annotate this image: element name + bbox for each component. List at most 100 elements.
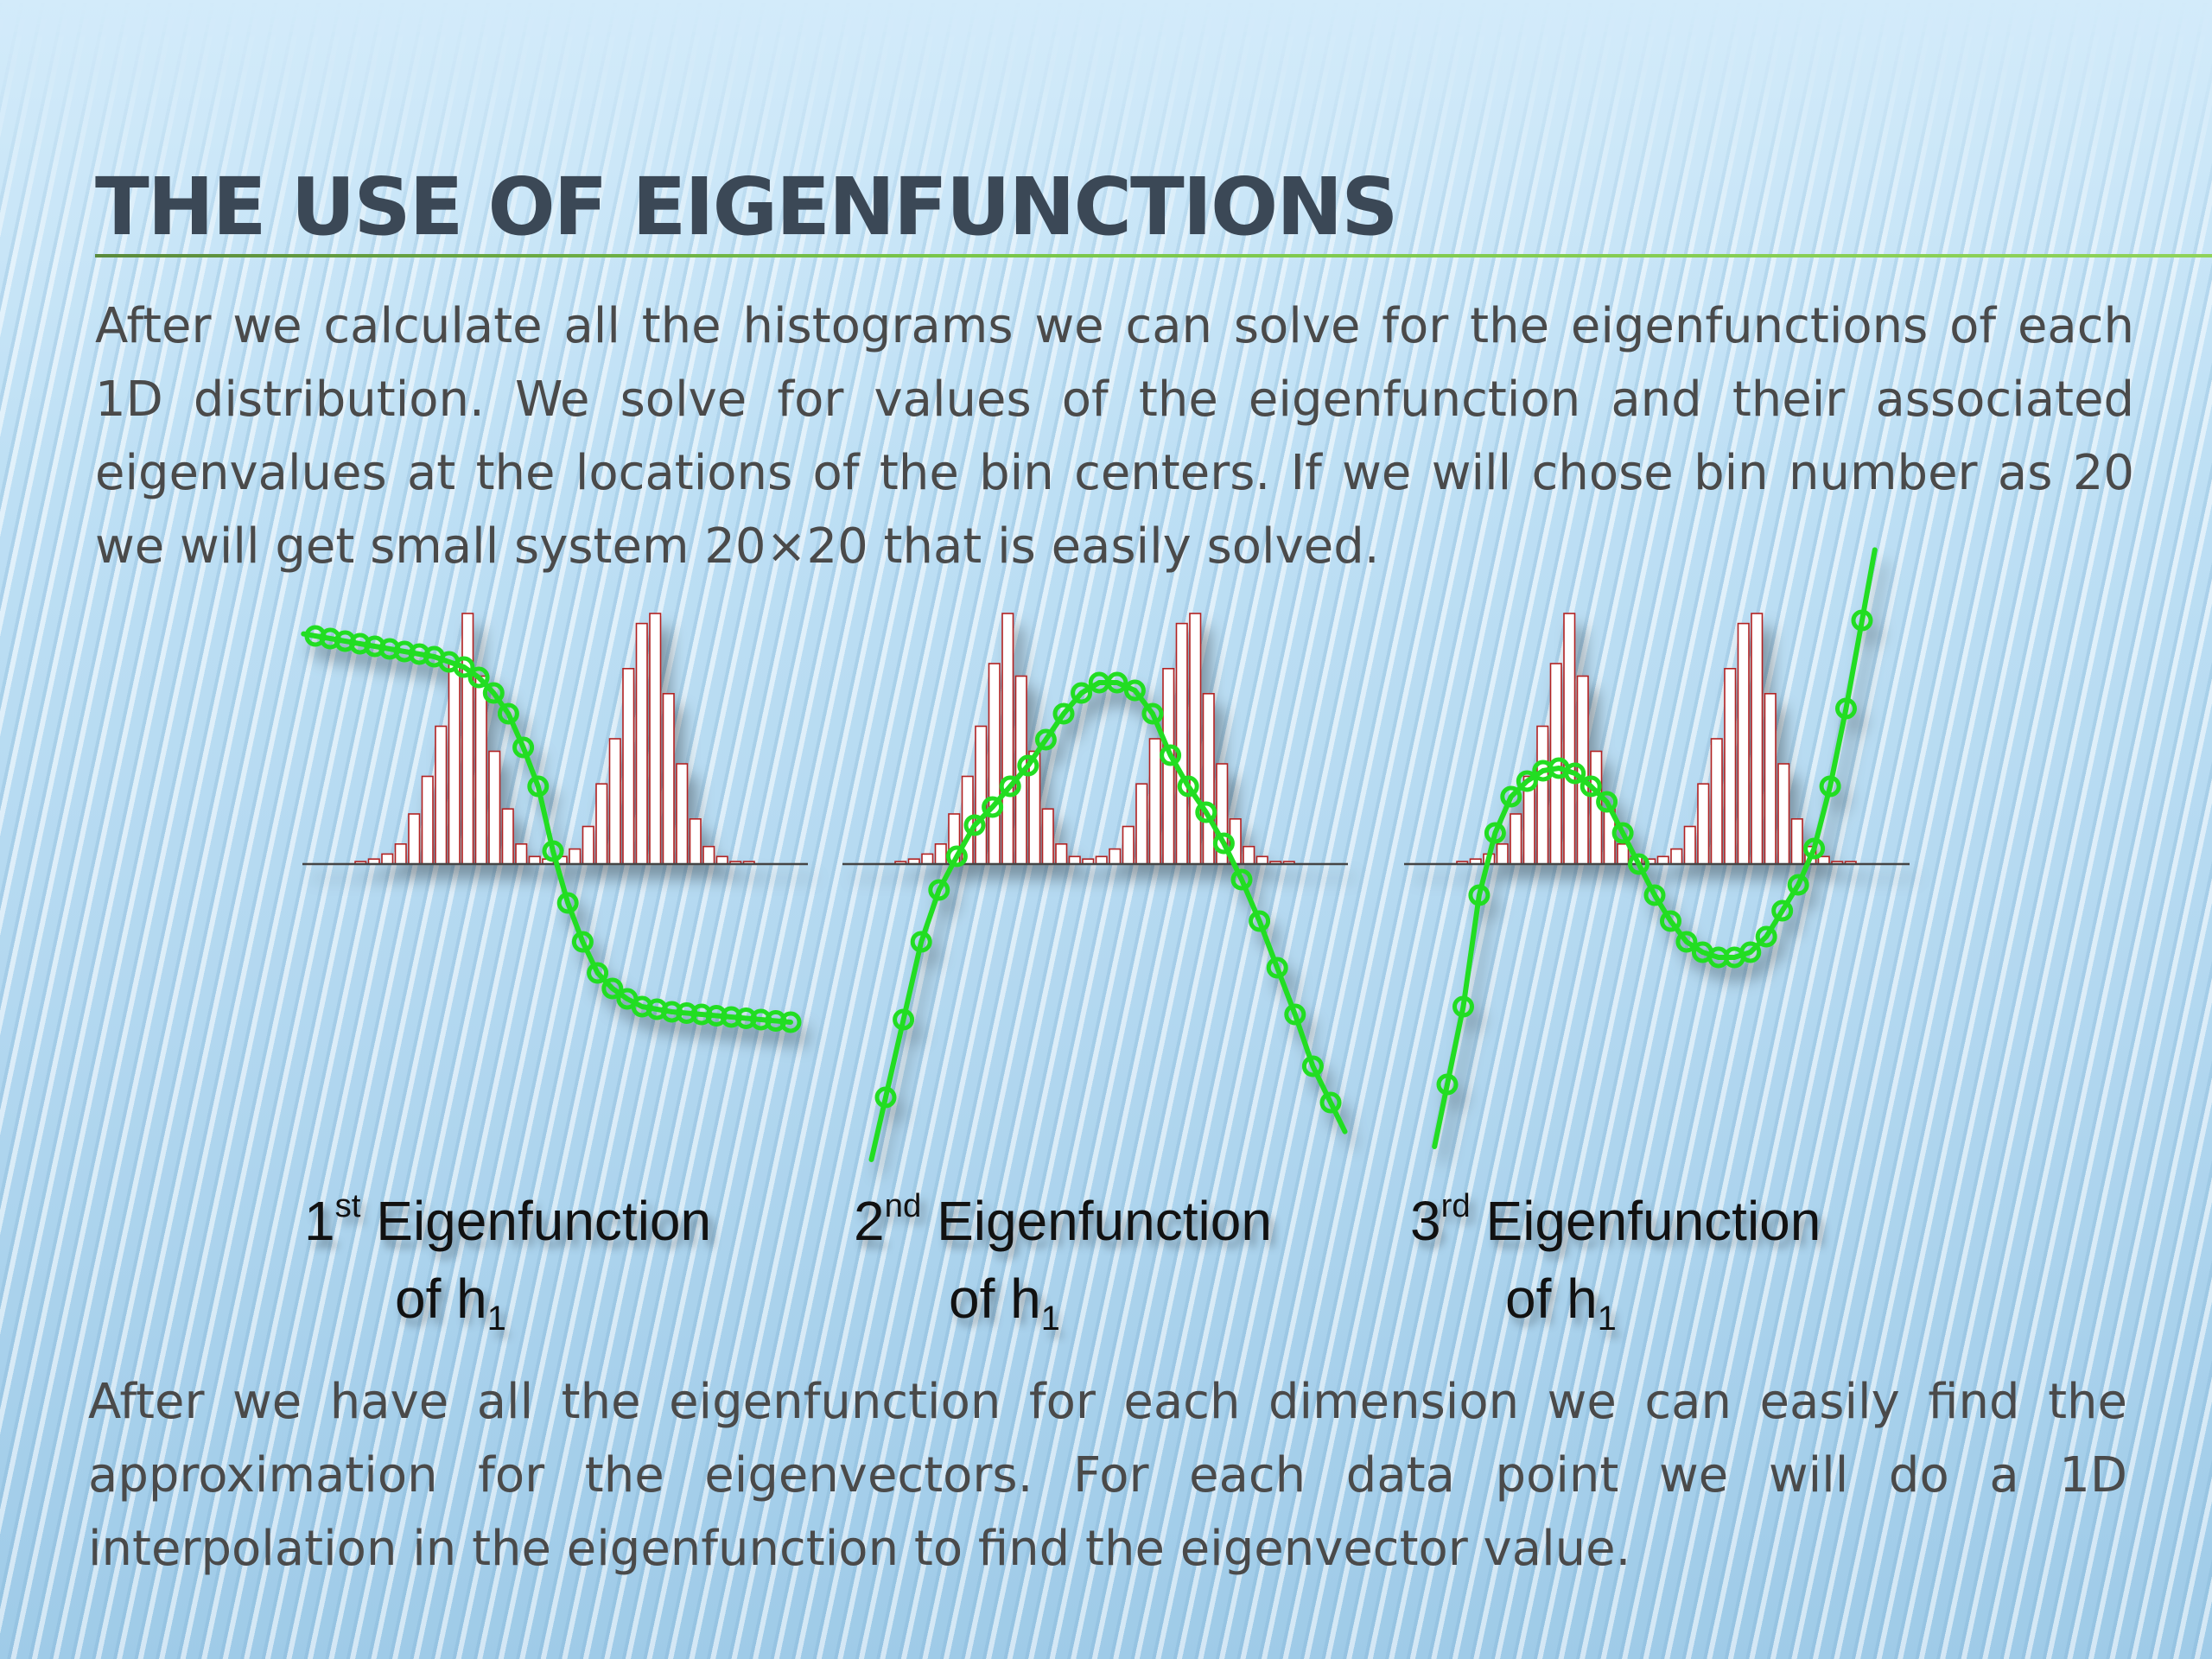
- histogram-bar: [1617, 842, 1630, 865]
- eigenfunction-point: [765, 1010, 787, 1032]
- caption-3-of: of h: [1505, 1268, 1598, 1330]
- histogram-bar: [1817, 855, 1830, 865]
- histogram-bar: [1122, 825, 1135, 865]
- eigenfunction-point: [542, 840, 564, 862]
- title-underline: [95, 254, 2212, 257]
- histogram-bar: [1670, 848, 1683, 865]
- eigenfunction-point: [1628, 853, 1649, 875]
- histogram-bar: [1697, 783, 1710, 865]
- histogram-bar: [1189, 613, 1202, 865]
- eigenfunction-point: [945, 845, 968, 868]
- eigenfunction-point: [1436, 1073, 1459, 1096]
- histogram-bar: [1790, 817, 1803, 865]
- caption-3-subscript: 1: [1597, 1299, 1617, 1338]
- caption-1-of: of h: [395, 1268, 487, 1330]
- histogram-bar: [435, 725, 448, 865]
- histogram-bar: [1095, 855, 1108, 865]
- histogram-bar: [715, 855, 728, 865]
- histogram-bar: [1243, 845, 1255, 865]
- caption-2-subscript: 1: [1040, 1299, 1060, 1338]
- eigenfunction-point: [571, 931, 594, 953]
- histogram-bar: [662, 692, 675, 865]
- histogram-bar: [921, 853, 934, 865]
- histogram-bar: [394, 842, 407, 865]
- eigenfunction-point: [928, 879, 950, 901]
- histogram-bar: [448, 663, 461, 865]
- histogram-bar: [1764, 692, 1777, 865]
- histogram-bar: [1041, 808, 1054, 865]
- eigenfunction-point: [874, 1086, 897, 1109]
- histogram-bar: [1001, 613, 1014, 865]
- histogram-bar: [1510, 813, 1522, 865]
- histogram-bar: [595, 783, 608, 865]
- histogram-bar: [649, 613, 662, 865]
- slide-title: THE USE OF EIGENFUNCTIONS: [95, 161, 1398, 253]
- eigenfunction-point: [512, 736, 535, 759]
- histogram-bar: [1724, 667, 1737, 865]
- eigenfunction-point: [1787, 874, 1809, 896]
- eigenfunction-point: [1500, 785, 1522, 808]
- eigenfunction-curve: [868, 680, 1348, 1162]
- eigenfunction-point: [1643, 884, 1666, 906]
- histogram-bar: [582, 825, 594, 865]
- eigenfunction-point: [1230, 868, 1253, 891]
- eigenfunction-point: [1177, 775, 1199, 798]
- histogram-bar: [1055, 842, 1068, 865]
- eigenfunction-point: [587, 962, 609, 984]
- histogram-bar: [1109, 848, 1122, 865]
- intro-paragraph: After we calculate all the histograms we…: [95, 298, 2134, 575]
- eigen-panel-2: [842, 613, 1348, 1162]
- histogram-bar: [421, 775, 434, 865]
- caption-3-ordinal: rd: [1440, 1187, 1471, 1225]
- histogram-bar: [1536, 725, 1549, 865]
- eigenfunction-point: [1660, 910, 1681, 932]
- eigenfunction-point: [1596, 791, 1618, 813]
- eigenfunction-point: [1675, 931, 1698, 953]
- histogram-bar: [515, 842, 528, 865]
- eigenfunction-point: [497, 702, 519, 725]
- eigenfunction-point: [1088, 671, 1110, 694]
- histogram-bar: [622, 667, 635, 865]
- caption-3-number: 3: [1410, 1190, 1441, 1252]
- eigenfunction-point: [1771, 899, 1794, 922]
- histogram-bar: [1656, 855, 1669, 865]
- eigenfunction-point: [982, 796, 1004, 818]
- histogram-bar: [1175, 622, 1188, 865]
- histogram-bar: [988, 663, 1001, 865]
- eigenfunction-point: [527, 775, 550, 798]
- eigen-panel-3: [1404, 547, 1910, 1149]
- eigenfunction-point: [1611, 822, 1634, 844]
- eigenfunction-point: [1851, 609, 1873, 632]
- histogram-bar: [608, 738, 621, 865]
- eigenfunction-point: [556, 892, 579, 914]
- eigenfunction-point: [910, 931, 932, 953]
- eigenfunction-point: [1106, 671, 1128, 694]
- histogram-bar: [528, 855, 541, 865]
- histogram-bar: [1496, 842, 1509, 865]
- eigenfunction-point: [1034, 728, 1057, 751]
- histogram-bar: [381, 853, 394, 865]
- histogram-bar: [934, 842, 947, 865]
- eigenfunction-point: [453, 656, 475, 678]
- eigenfunction-point: [1195, 801, 1217, 823]
- eigenfunction-point: [1301, 1055, 1324, 1077]
- eigenfunction-point: [676, 1002, 698, 1024]
- eigenfunction-point: [1580, 775, 1602, 798]
- histogram-bar: [689, 817, 702, 865]
- eigenfunction-point: [1739, 941, 1762, 963]
- caption-1-ordinal: st: [334, 1187, 361, 1225]
- eigenfunction-point: [734, 1007, 757, 1029]
- eigenfunction-point: [720, 1006, 742, 1028]
- histogram-bar: [1737, 622, 1750, 865]
- eigenfunction-point: [1284, 1003, 1306, 1026]
- histogram-bar: [488, 750, 501, 865]
- eigenfunction-point: [1835, 697, 1857, 720]
- eigenfunction-point: [482, 682, 505, 704]
- eigenfunction-point: [1071, 682, 1093, 704]
- eigenfunction-point: [1516, 770, 1538, 792]
- outro-paragraph: After we have all the eigenfunction for …: [88, 1374, 2127, 1577]
- eigenfunction-point: [779, 1011, 802, 1033]
- eigenfunction-point: [1803, 837, 1826, 860]
- eigenfunction-point: [661, 1001, 683, 1023]
